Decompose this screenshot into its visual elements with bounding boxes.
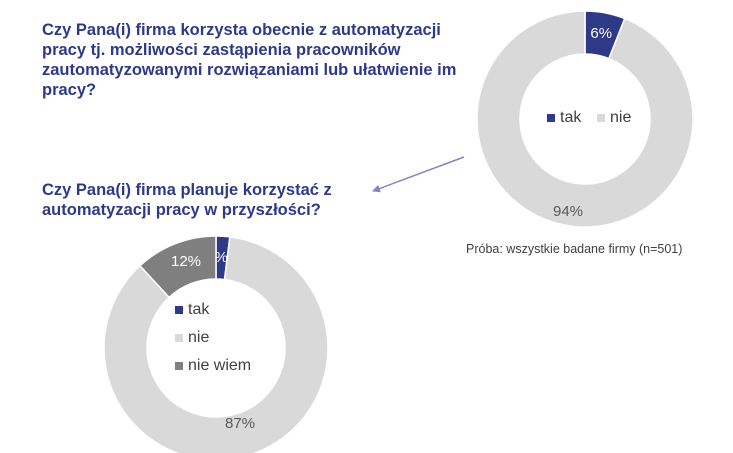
sample-note: Próba: wszystkie badane firmy (n=501) xyxy=(466,242,683,256)
legend-swatch-tak xyxy=(547,114,555,122)
connector-arrow xyxy=(372,156,465,193)
slice-nie xyxy=(103,236,329,453)
data-label-nie-wiem: 12% xyxy=(171,253,201,270)
legend-label-nie: nie xyxy=(188,329,209,346)
legend-label-tak: tak xyxy=(188,301,210,318)
slice-nie-wiem xyxy=(138,235,217,299)
data-label-nie: 87% xyxy=(225,415,255,432)
legend-swatch-nie xyxy=(175,334,183,342)
legend-label-nie-wiem: nie wiem xyxy=(188,357,251,374)
slice-nie xyxy=(476,10,694,228)
data-label-tak: 6% xyxy=(590,25,612,42)
question-2-title: Czy Pana(i) firma planuje korzystać z au… xyxy=(42,181,332,219)
legend-label-tak: tak xyxy=(560,109,582,126)
question-1-title: Czy Pana(i) firma korzysta obecnie z aut… xyxy=(42,21,457,99)
donut-chart-current: 6% 94% tak nie xyxy=(476,10,694,228)
data-label-nie: 94% xyxy=(553,203,583,220)
legend-swatch-nie-wiem xyxy=(175,362,183,370)
legend-label-nie: nie xyxy=(610,109,631,126)
legend-swatch-tak xyxy=(175,306,183,314)
legend-swatch-nie xyxy=(597,114,605,122)
